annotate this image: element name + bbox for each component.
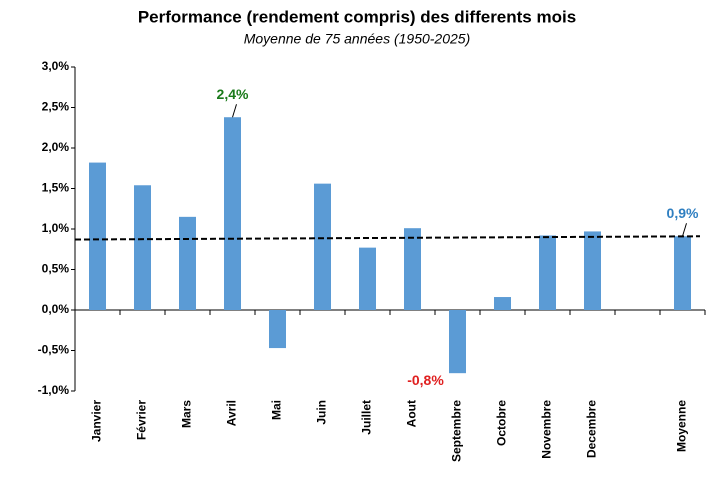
bar [359, 247, 376, 310]
bar [584, 231, 601, 310]
bar [539, 235, 556, 310]
leader-line [682, 223, 687, 237]
x-tick-label: Septembre [450, 400, 464, 462]
bar [179, 216, 196, 310]
bar [224, 117, 241, 310]
y-tick-label: 2,5% [42, 100, 70, 114]
leader-line [232, 104, 237, 118]
x-tick-label: Decembre [585, 400, 599, 458]
chart-subtitle: Moyenne de 75 années (1950-2025) [244, 31, 471, 47]
x-tick-label: Février [135, 400, 149, 440]
bar [674, 236, 691, 310]
bar [494, 297, 511, 310]
y-tick-label: -1,0% [38, 383, 70, 397]
y-tick-label: 2,0% [42, 140, 70, 154]
y-tick-label: 0,0% [42, 302, 70, 316]
y-tick-label: 1,0% [42, 221, 70, 235]
bar [269, 310, 286, 349]
x-tick-label: Janvier [90, 400, 104, 442]
x-tick-label: Moyenne [675, 400, 689, 452]
bar [404, 228, 421, 310]
value-label: -0,8% [407, 372, 444, 388]
y-tick-label: 3,0% [42, 59, 70, 73]
x-tick-label: Mai [270, 400, 284, 420]
bar [134, 185, 151, 310]
x-tick-label: Octobre [495, 400, 509, 446]
x-tick-label: Mars [180, 400, 194, 428]
average-line [74, 235, 701, 241]
y-tick-label: 1,5% [42, 181, 70, 195]
x-tick-label: Juillet [360, 400, 374, 435]
x-tick-label: Avril [225, 400, 239, 426]
x-tick-label: Novembre [540, 400, 554, 459]
y-tick-label: 0,5% [42, 262, 70, 276]
x-tick-label: Aout [405, 400, 419, 427]
bar [89, 162, 106, 310]
chart-title: Performance (rendement compris) des diff… [138, 7, 576, 26]
bar [314, 183, 331, 310]
bar [449, 310, 466, 374]
value-label: 2,4% [217, 86, 249, 102]
x-tick-label: Juin [315, 400, 329, 425]
y-tick-label: -0,5% [38, 343, 70, 357]
value-label: 0,9% [667, 205, 699, 221]
